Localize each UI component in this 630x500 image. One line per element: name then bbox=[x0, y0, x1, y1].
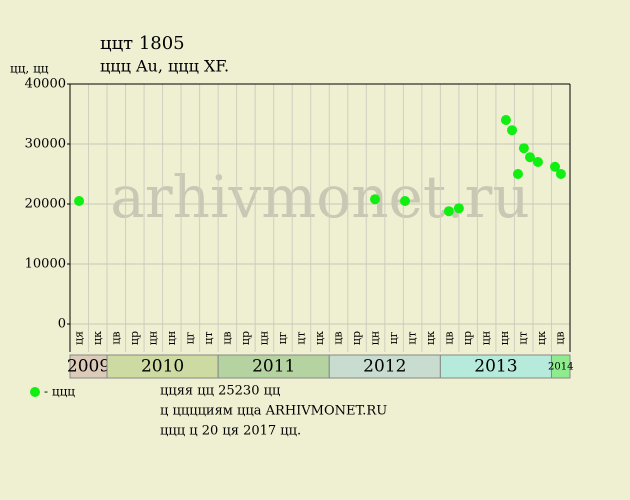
month-label: цр bbox=[461, 331, 474, 345]
month-label: цр bbox=[128, 331, 141, 345]
y-axis-label: цц, цц bbox=[10, 62, 49, 76]
month-label: цн bbox=[498, 331, 511, 345]
point bbox=[400, 196, 410, 206]
month-label: цк bbox=[91, 331, 104, 345]
month-label: цв bbox=[443, 331, 456, 344]
point bbox=[525, 152, 535, 163]
year-label: 2012 bbox=[363, 357, 406, 377]
point bbox=[74, 196, 85, 206]
month-label: цт bbox=[202, 331, 215, 344]
month-label: цв bbox=[554, 331, 567, 344]
month-label: цр bbox=[239, 331, 252, 345]
point bbox=[507, 125, 518, 136]
month-label: цг bbox=[276, 331, 289, 344]
year-box bbox=[550, 354, 571, 379]
legend-label: - ццц bbox=[44, 385, 75, 399]
year-label: 2011 bbox=[252, 357, 295, 377]
point bbox=[500, 115, 511, 125]
y-tick-label: 0 bbox=[58, 317, 66, 332]
y-tick-label: 10000 bbox=[25, 257, 66, 272]
note: ццяя цц 25230 цц bbox=[160, 384, 280, 399]
y-tick-label: 40000 bbox=[25, 77, 66, 92]
point bbox=[518, 143, 529, 154]
point bbox=[453, 203, 464, 214]
y-tick-label: 20000 bbox=[25, 197, 66, 212]
month-label: цт bbox=[406, 331, 419, 344]
chart-subtitle: ццц Au, ццц XF. bbox=[100, 57, 229, 76]
month-label: цв bbox=[332, 331, 345, 344]
legend-marker bbox=[30, 387, 40, 397]
month-label: цт bbox=[294, 331, 307, 344]
month-label: цв bbox=[220, 331, 233, 344]
month-label: цр bbox=[350, 331, 363, 345]
watermark: arhivmonet.ru bbox=[110, 163, 529, 231]
month-label: цн bbox=[146, 331, 159, 345]
month-label: цт bbox=[517, 331, 530, 344]
point bbox=[512, 169, 523, 179]
year-label: 2013 bbox=[474, 357, 517, 377]
month-label: цг bbox=[183, 331, 196, 344]
point bbox=[370, 194, 380, 205]
month-label: цк bbox=[535, 331, 548, 345]
month-label: цн bbox=[165, 331, 178, 345]
year-label: 2014 bbox=[548, 362, 573, 373]
month-label: цк bbox=[424, 331, 437, 345]
point bbox=[550, 161, 560, 172]
note: ццц ц 20 ця 2017 цц. bbox=[160, 424, 301, 439]
year-label: 2010 bbox=[141, 357, 184, 377]
month-label: ця bbox=[72, 331, 85, 345]
note: ц цццциям цца ARHIVMONET.RU bbox=[160, 404, 387, 419]
point bbox=[555, 169, 566, 179]
month-label: цв bbox=[109, 331, 122, 344]
month-label: цг bbox=[387, 331, 400, 344]
chart-title: ццт 1805 bbox=[100, 33, 185, 54]
point bbox=[532, 157, 543, 167]
point bbox=[443, 206, 454, 217]
month-label: цн bbox=[257, 331, 270, 345]
y-tick-label: 30000 bbox=[25, 137, 66, 152]
year-label: 2009 bbox=[67, 357, 110, 377]
month-label: цк bbox=[313, 331, 326, 345]
month-label: цн bbox=[480, 331, 493, 345]
month-label: цн bbox=[369, 331, 382, 345]
